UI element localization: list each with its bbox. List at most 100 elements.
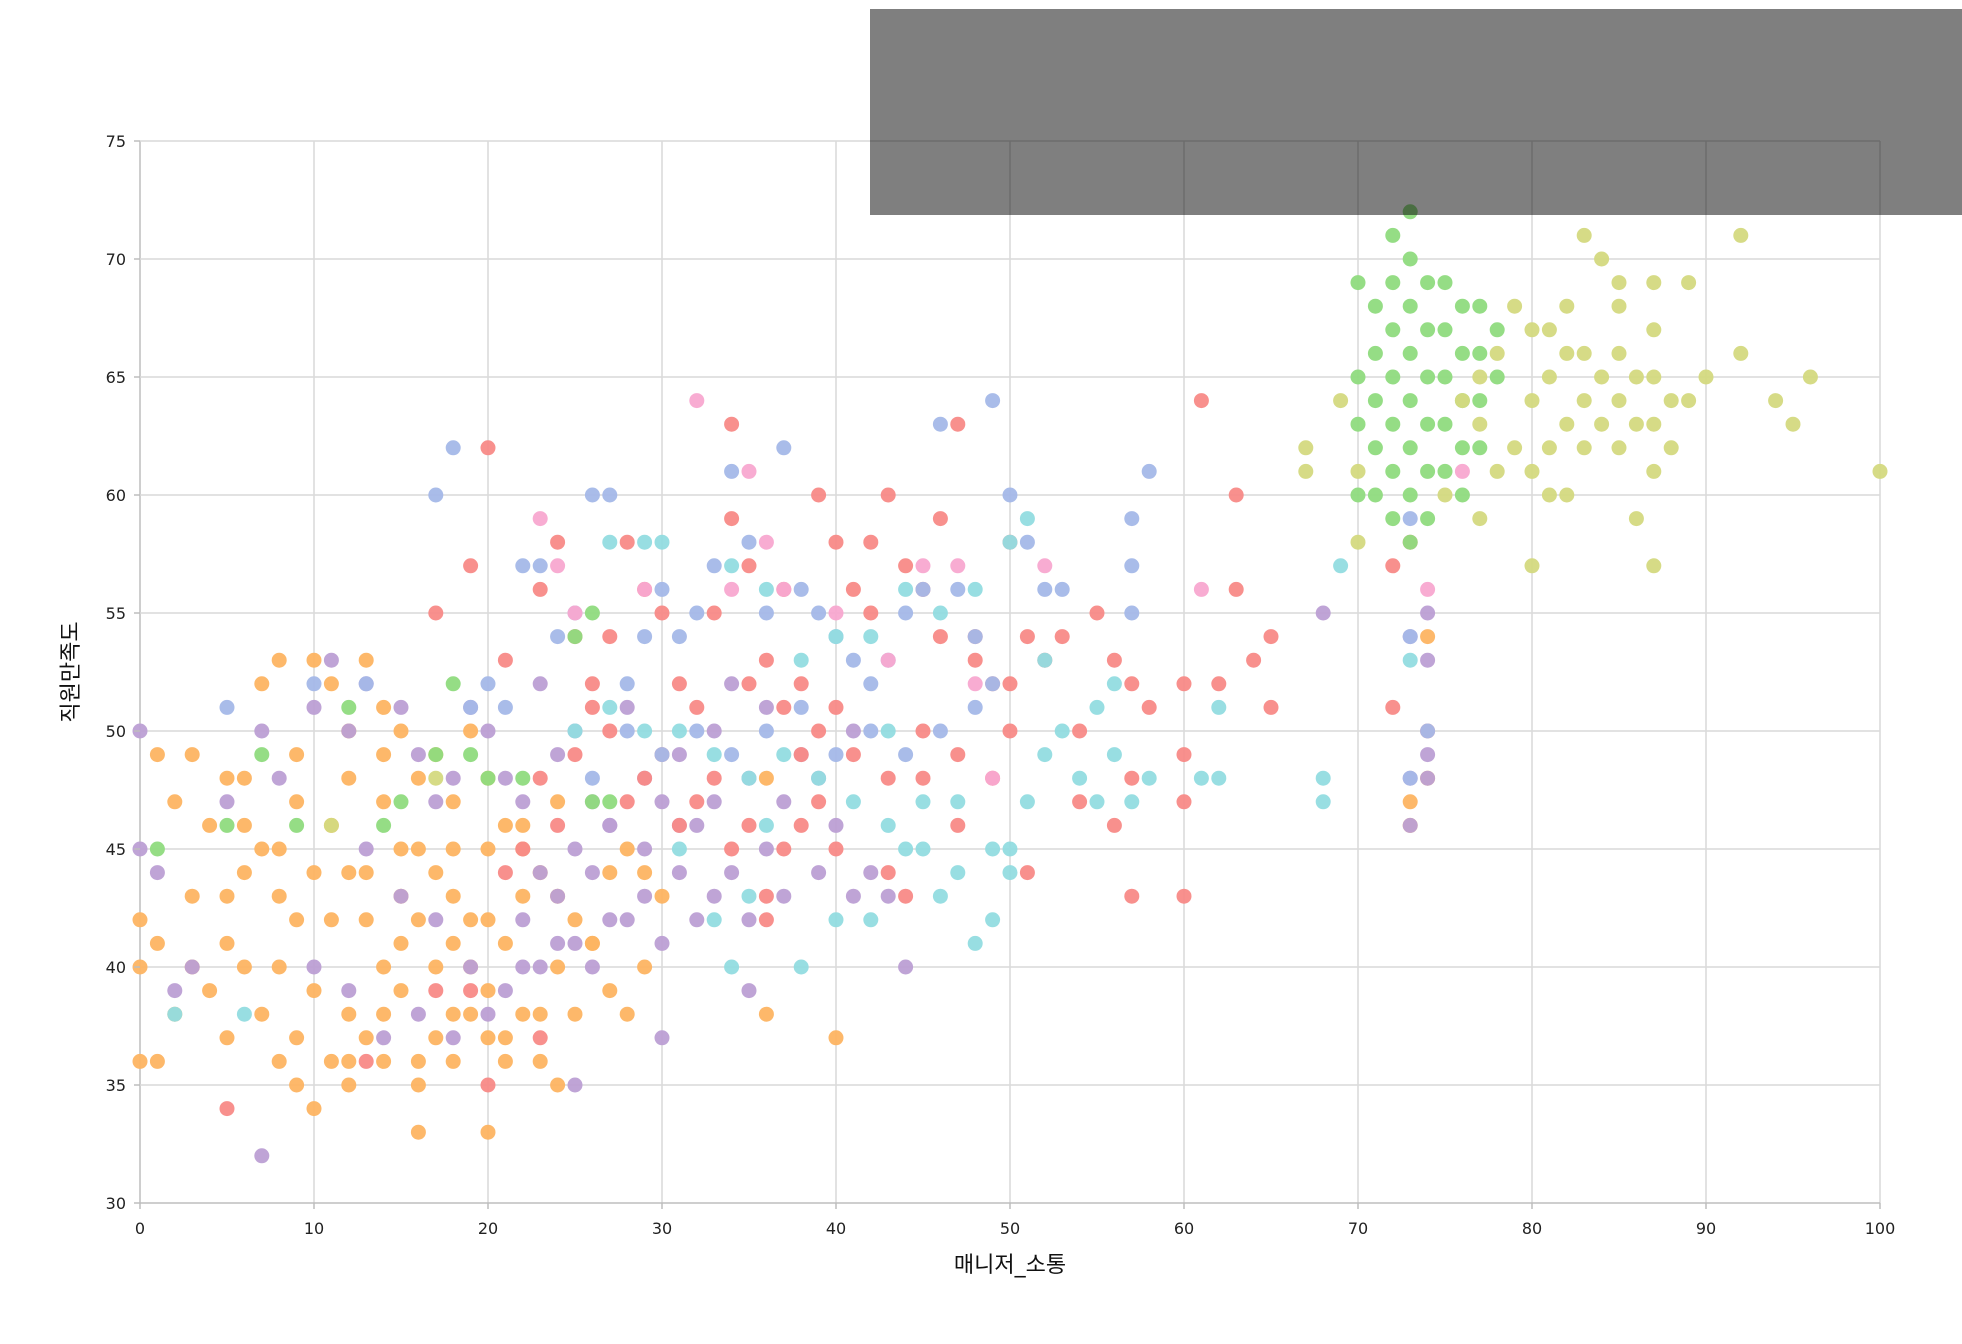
data-point bbox=[376, 1030, 392, 1046]
data-point bbox=[950, 865, 966, 881]
data-point bbox=[1176, 676, 1192, 692]
data-point bbox=[323, 1053, 339, 1069]
data-point bbox=[445, 770, 461, 786]
data-point bbox=[1454, 393, 1470, 409]
data-point bbox=[689, 393, 705, 409]
data-point bbox=[584, 770, 600, 786]
data-point bbox=[1402, 251, 1418, 267]
data-point bbox=[1002, 841, 1018, 857]
redaction-overlay bbox=[870, 9, 1962, 215]
data-point bbox=[932, 511, 948, 527]
data-point bbox=[567, 841, 583, 857]
data-point bbox=[1333, 558, 1349, 574]
data-point bbox=[515, 794, 531, 810]
data-point bbox=[376, 817, 392, 833]
data-point bbox=[428, 865, 444, 881]
data-point bbox=[341, 1077, 357, 1093]
data-point bbox=[149, 747, 165, 763]
data-point bbox=[323, 912, 339, 928]
data-point bbox=[1646, 369, 1662, 385]
data-point bbox=[863, 534, 879, 550]
data-point bbox=[724, 511, 740, 527]
data-point bbox=[1576, 393, 1592, 409]
data-point bbox=[149, 841, 165, 857]
data-point bbox=[898, 605, 914, 621]
data-point bbox=[410, 1006, 426, 1022]
data-point bbox=[1524, 558, 1540, 574]
data-point bbox=[1420, 275, 1436, 291]
data-point bbox=[515, 912, 531, 928]
data-point bbox=[376, 794, 392, 810]
data-point bbox=[724, 747, 740, 763]
data-point bbox=[637, 865, 653, 881]
data-point bbox=[724, 416, 740, 432]
data-point bbox=[1315, 770, 1331, 786]
data-point bbox=[323, 652, 339, 668]
data-point bbox=[532, 865, 548, 881]
data-point bbox=[1124, 511, 1140, 527]
data-point bbox=[880, 817, 896, 833]
data-points bbox=[132, 204, 1888, 1164]
x-tick-label: 70 bbox=[1348, 1219, 1368, 1238]
data-point bbox=[480, 1077, 496, 1093]
data-point bbox=[341, 1053, 357, 1069]
data-point bbox=[1785, 416, 1801, 432]
data-point bbox=[1802, 369, 1818, 385]
data-point bbox=[898, 747, 914, 763]
data-point bbox=[741, 912, 757, 928]
data-point bbox=[741, 676, 757, 692]
data-point bbox=[1524, 322, 1540, 338]
data-point bbox=[254, 841, 270, 857]
data-point bbox=[219, 888, 235, 904]
data-point bbox=[1228, 487, 1244, 503]
data-point bbox=[1367, 298, 1383, 314]
data-point bbox=[306, 983, 322, 999]
data-point bbox=[306, 865, 322, 881]
data-point bbox=[323, 676, 339, 692]
data-point bbox=[393, 935, 409, 951]
y-tick-label: 50 bbox=[106, 722, 126, 741]
data-point bbox=[724, 841, 740, 857]
data-point bbox=[219, 699, 235, 715]
data-point bbox=[463, 723, 479, 739]
data-point bbox=[671, 676, 687, 692]
data-point bbox=[689, 817, 705, 833]
data-point bbox=[497, 1030, 513, 1046]
x-tick-label: 0 bbox=[135, 1219, 145, 1238]
data-point bbox=[532, 1030, 548, 1046]
data-point bbox=[1019, 629, 1035, 645]
data-point bbox=[376, 1053, 392, 1069]
data-point bbox=[550, 888, 566, 904]
data-point bbox=[1350, 534, 1366, 550]
data-point bbox=[1037, 652, 1053, 668]
data-point bbox=[1402, 652, 1418, 668]
data-point bbox=[1002, 487, 1018, 503]
data-point bbox=[376, 747, 392, 763]
data-point bbox=[445, 1006, 461, 1022]
data-point bbox=[167, 794, 183, 810]
data-point bbox=[602, 487, 618, 503]
x-tick-label: 10 bbox=[304, 1219, 324, 1238]
data-point bbox=[1385, 369, 1401, 385]
data-point bbox=[1106, 676, 1122, 692]
x-tick-label: 80 bbox=[1522, 1219, 1542, 1238]
y-tick-label: 75 bbox=[106, 132, 126, 151]
data-point bbox=[550, 747, 566, 763]
data-point bbox=[619, 794, 635, 810]
data-point bbox=[915, 723, 931, 739]
data-point bbox=[341, 770, 357, 786]
data-point bbox=[1698, 369, 1714, 385]
data-point bbox=[1002, 723, 1018, 739]
data-point bbox=[358, 841, 374, 857]
x-tick-label: 50 bbox=[1000, 1219, 1020, 1238]
data-point bbox=[393, 888, 409, 904]
data-point bbox=[550, 794, 566, 810]
data-point bbox=[845, 652, 861, 668]
data-point bbox=[671, 747, 687, 763]
data-point bbox=[1385, 463, 1401, 479]
data-point bbox=[480, 770, 496, 786]
data-point bbox=[289, 912, 305, 928]
data-point bbox=[1002, 676, 1018, 692]
data-point bbox=[1420, 605, 1436, 621]
data-point bbox=[463, 1006, 479, 1022]
